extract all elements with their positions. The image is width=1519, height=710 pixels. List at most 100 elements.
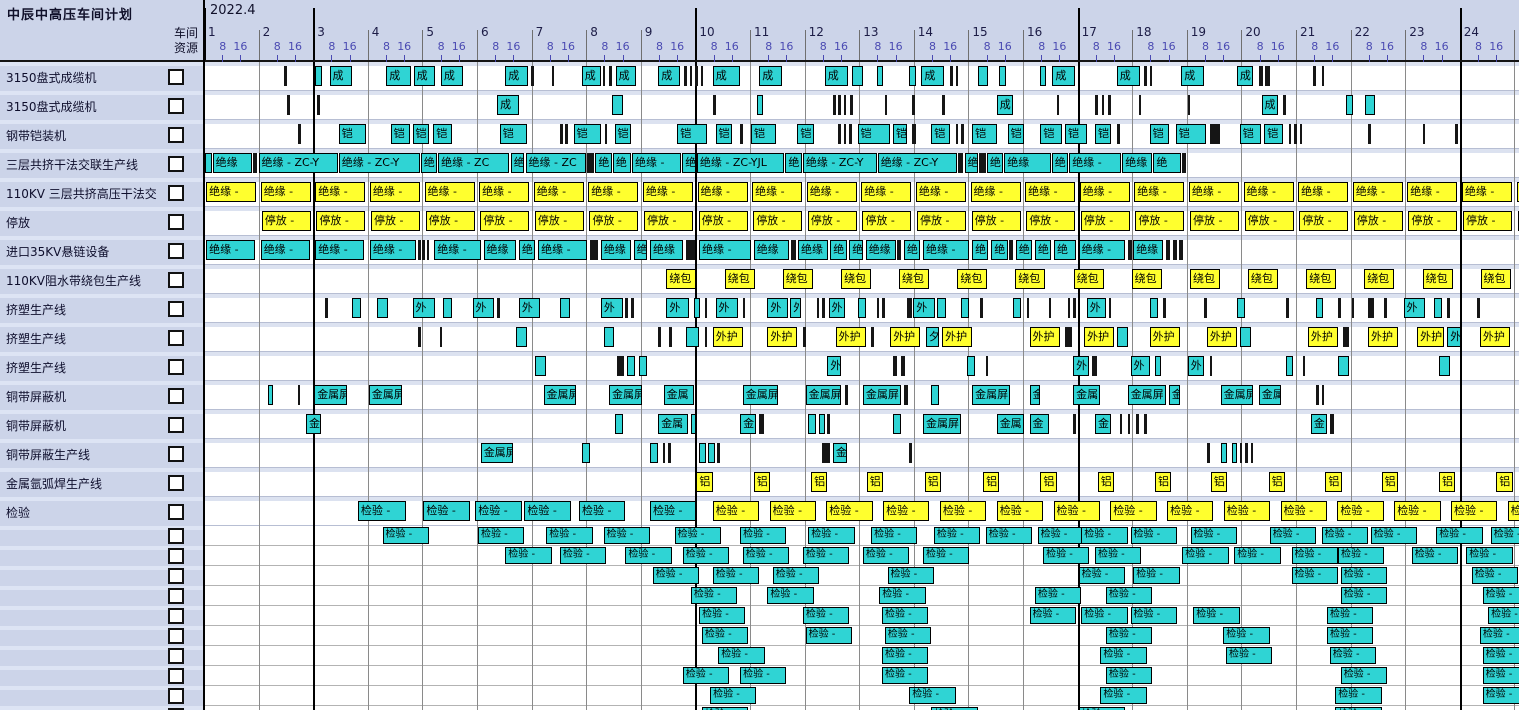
task-bar[interactable]: 检验 - [808,527,855,544]
task-bar[interactable]: 成 [497,95,519,115]
task-bar[interactable] [699,443,706,463]
task-bar[interactable] [377,298,388,318]
task-tick-bar[interactable] [1209,356,1213,376]
task-bar[interactable]: 成 [1236,66,1254,86]
task-tick-bar[interactable] [1138,95,1142,115]
task-tick-bar[interactable] [1338,298,1341,318]
task-tick-bar[interactable] [957,153,964,173]
task-bar[interactable]: 检验 - [718,647,765,664]
task-bar[interactable]: 绝缘 - [1078,240,1125,260]
task-tick-bar[interactable] [1258,66,1264,86]
resource-checkbox[interactable] [168,388,184,404]
task-bar[interactable]: 金属 [663,385,694,405]
task-tick-bar[interactable] [979,153,986,173]
task-bar[interactable]: 绝缘 - [1025,182,1076,202]
task-bar[interactable]: 绝 [510,153,525,173]
task-bar[interactable] [1155,356,1161,376]
task-bar[interactable]: 停放 - [644,211,694,231]
task-bar[interactable]: 铝 [1268,472,1285,492]
task-tick-bar[interactable] [531,66,535,86]
task-bar[interactable]: 绝缘 - [1188,182,1240,202]
task-tick-bar[interactable] [1092,356,1097,376]
task-bar[interactable]: 检验 - [1291,567,1338,584]
task-bar[interactable]: 绝缘 - [369,240,417,260]
resource-checkbox[interactable] [168,548,184,564]
resource-checkbox[interactable] [168,648,184,664]
task-bar[interactable]: 检验 - [1335,687,1382,704]
task-bar[interactable]: 铠 [1239,124,1262,144]
task-bar[interactable] [603,327,615,347]
task-bar[interactable] [857,298,866,318]
resource-checkbox[interactable] [168,301,184,317]
task-bar[interactable]: 检验 - [883,501,930,521]
task-tick-bar[interactable] [1209,124,1221,144]
task-bar[interactable]: 绝 [785,153,802,173]
task-tick-bar[interactable] [912,124,917,144]
task-bar[interactable]: 绝缘 - [369,182,421,202]
task-bar[interactable]: 绝缘 [1133,240,1164,260]
task-bar[interactable]: 检验 - [1234,547,1281,564]
task-tick-bar[interactable] [417,240,421,260]
task-bar[interactable]: 绕包 [1364,269,1395,289]
task-tick-bar[interactable] [1455,124,1458,144]
task-bar[interactable] [639,356,648,376]
task-bar[interactable]: 绕包 [782,269,813,289]
task-tick-bar[interactable] [876,298,880,318]
task-tick-bar[interactable] [1163,298,1166,318]
task-bar[interactable]: 检验 - [1190,527,1237,544]
task-tick-bar[interactable] [704,327,708,347]
task-bar[interactable]: 金属屏 [1127,385,1166,405]
task-bar[interactable]: 停放 - [1408,211,1458,231]
task-bar[interactable]: 检验 - [1193,607,1240,624]
task-bar[interactable]: 检验 - [1482,687,1519,704]
task-bar[interactable]: 检验 - [1081,607,1128,624]
task-tick-bar[interactable] [759,414,764,434]
task-bar[interactable]: 铠 [751,124,776,144]
task-tick-bar[interactable] [980,298,983,318]
task-bar[interactable]: 检验 - [1507,501,1519,521]
task-bar[interactable]: 检验 - [1482,667,1519,684]
task-bar[interactable]: 外 [913,298,935,318]
task-tick-bar[interactable] [1206,443,1210,463]
resource-checkbox[interactable] [168,185,184,201]
task-bar[interactable]: 绝缘 - ZC-Y [802,153,877,173]
task-bar[interactable]: 铠 [614,124,631,144]
task-bar[interactable]: 检验 - [1081,527,1128,544]
task-bar[interactable]: 检验 - [652,567,700,584]
task-tick-bar[interactable] [422,240,425,260]
task-bar[interactable]: 外护 [712,327,743,347]
task-bar[interactable]: 检验 - [625,547,672,564]
task-bar[interactable]: 外 [1130,356,1150,376]
task-tick-bar[interactable] [602,66,606,86]
task-bar[interactable]: 成 [1261,95,1278,115]
task-bar[interactable]: 检验 - [1482,647,1519,664]
task-tick-bar[interactable] [253,153,258,173]
task-bar[interactable]: 停放 - [1080,211,1130,231]
task-bar[interactable]: 停放 - [534,211,584,231]
task-tick-bar[interactable] [1351,298,1355,318]
task-bar[interactable]: 绝缘 - [697,182,748,202]
task-bar[interactable]: 检验 - [909,687,956,704]
task-bar[interactable]: 检验 - [423,501,470,521]
task-bar[interactable]: 绝缘 - ZC-Y [258,153,338,173]
task-tick-bar[interactable] [961,124,964,144]
task-tick-bar[interactable] [700,66,704,86]
task-bar[interactable]: 检验 - [1182,547,1229,564]
task-bar[interactable]: 铠 [412,124,429,144]
task-bar[interactable] [931,385,940,405]
resource-checkbox[interactable] [168,330,184,346]
task-tick-bar[interactable] [1321,66,1325,86]
task-bar[interactable]: 绝缘 - [1516,182,1519,202]
task-bar[interactable]: 金 [306,414,322,434]
task-bar[interactable]: 铝 [1155,472,1172,492]
task-bar[interactable]: 绝 [612,153,631,173]
gantt-chart-area[interactable]: 成成成成成成成成成成成成成成成成成成成铠铠铠铠铠铠铠铠铠铠铠铠铠铠铠铠铠铠铠铠铠… [205,62,1519,710]
task-bar[interactable]: 检验 - [1482,587,1519,604]
task-bar[interactable]: 检验 - [1029,607,1076,624]
task-bar[interactable]: 铠 [1149,124,1169,144]
task-tick-bar[interactable] [617,356,624,376]
task-tick-bar[interactable] [1127,414,1131,434]
task-tick-bar[interactable] [1065,327,1072,347]
task-bar[interactable]: 绝 [682,153,696,173]
task-bar[interactable]: 检验 - [884,627,932,644]
